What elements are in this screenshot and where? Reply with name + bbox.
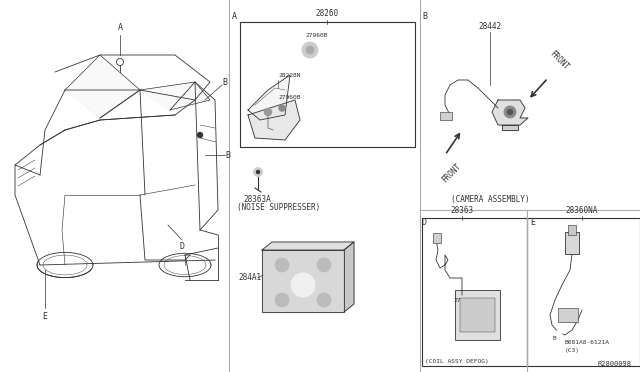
Text: 28363A: 28363A bbox=[243, 195, 271, 204]
Text: (CAMERA ASSEMBLY): (CAMERA ASSEMBLY) bbox=[451, 195, 529, 204]
Circle shape bbox=[504, 106, 516, 118]
Text: B: B bbox=[422, 12, 427, 21]
Text: 27900A: 27900A bbox=[453, 298, 476, 303]
Circle shape bbox=[275, 293, 289, 307]
Circle shape bbox=[549, 331, 563, 345]
Polygon shape bbox=[492, 100, 528, 125]
Text: E: E bbox=[42, 312, 47, 321]
Bar bbox=[460, 298, 495, 332]
Text: 28228N: 28228N bbox=[278, 73, 301, 78]
Bar bbox=[558, 308, 578, 322]
Circle shape bbox=[507, 109, 513, 115]
Circle shape bbox=[256, 170, 260, 174]
Text: D: D bbox=[179, 242, 184, 251]
Text: A: A bbox=[118, 23, 122, 32]
Text: 28363: 28363 bbox=[451, 206, 474, 215]
Bar bbox=[422, 218, 527, 366]
Bar bbox=[527, 218, 640, 366]
Polygon shape bbox=[344, 242, 354, 312]
Text: 284A1: 284A1 bbox=[238, 273, 261, 282]
Text: 28360NA: 28360NA bbox=[566, 206, 598, 215]
Circle shape bbox=[302, 42, 318, 58]
Polygon shape bbox=[262, 250, 344, 312]
Polygon shape bbox=[502, 125, 518, 130]
Polygon shape bbox=[140, 82, 210, 110]
Text: 27960B: 27960B bbox=[305, 33, 328, 38]
Bar bbox=[455, 290, 500, 340]
Text: 28260: 28260 bbox=[316, 9, 339, 18]
Text: FRONT: FRONT bbox=[440, 162, 463, 185]
Text: E: E bbox=[530, 218, 535, 227]
Text: (NOISE SUPPRESSER): (NOISE SUPPRESSER) bbox=[237, 203, 320, 212]
Circle shape bbox=[197, 132, 203, 138]
Text: B: B bbox=[552, 336, 556, 340]
Text: B: B bbox=[222, 77, 227, 87]
Circle shape bbox=[317, 293, 331, 307]
Polygon shape bbox=[65, 55, 140, 118]
Text: B081A8-6121A: B081A8-6121A bbox=[565, 340, 610, 345]
Circle shape bbox=[306, 46, 314, 54]
Circle shape bbox=[264, 108, 272, 116]
Bar bbox=[433, 233, 441, 243]
Bar bbox=[440, 112, 452, 120]
Text: B: B bbox=[225, 151, 230, 160]
Text: D: D bbox=[422, 218, 427, 227]
Text: 28442: 28442 bbox=[479, 22, 502, 31]
Text: (C3): (C3) bbox=[565, 348, 580, 353]
Bar bbox=[568, 225, 576, 235]
Bar bbox=[240, 22, 415, 147]
Circle shape bbox=[253, 167, 262, 176]
Text: FRONT: FRONT bbox=[548, 49, 571, 72]
Polygon shape bbox=[248, 100, 300, 140]
Polygon shape bbox=[248, 75, 290, 120]
Circle shape bbox=[275, 258, 289, 272]
Polygon shape bbox=[262, 242, 354, 250]
Text: A: A bbox=[232, 12, 237, 21]
Text: R2800098: R2800098 bbox=[598, 361, 632, 367]
Text: (COIL ASSY DEFOG): (COIL ASSY DEFOG) bbox=[425, 359, 489, 364]
Bar bbox=[565, 232, 579, 254]
Circle shape bbox=[317, 258, 331, 272]
Circle shape bbox=[291, 273, 315, 297]
Circle shape bbox=[278, 105, 285, 112]
Text: 27960B: 27960B bbox=[278, 95, 301, 100]
